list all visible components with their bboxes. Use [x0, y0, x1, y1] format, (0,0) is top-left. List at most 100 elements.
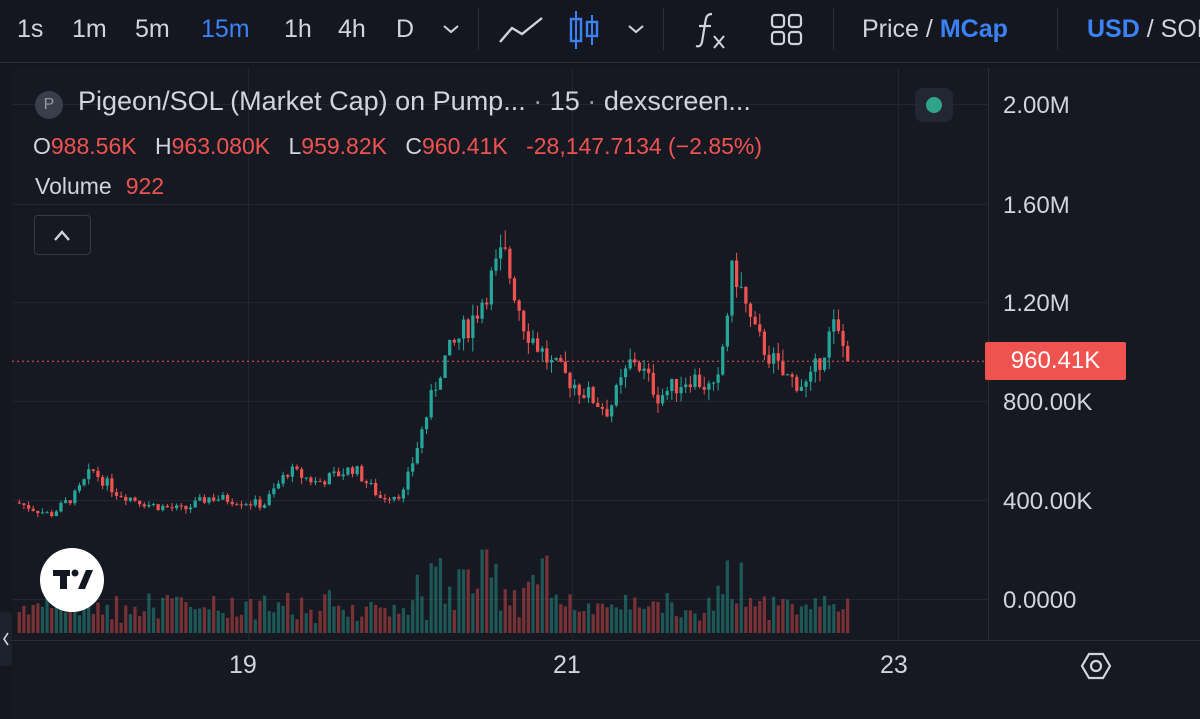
volume-bar [600, 603, 605, 633]
low-value: 959.82K [301, 133, 387, 159]
volume-bar [77, 615, 82, 633]
candle-body [656, 394, 660, 404]
price-mcap-toggle[interactable]: Price / MCap [862, 12, 1008, 46]
chevron-down-icon[interactable] [440, 20, 462, 38]
candle-body [494, 258, 498, 271]
legend-dot: · [587, 86, 597, 116]
candle-body [660, 395, 665, 404]
candle-body [772, 353, 776, 364]
candle-body [119, 495, 123, 497]
candles-icon[interactable] [566, 9, 602, 51]
grid-line [12, 599, 988, 600]
candle-body [734, 260, 739, 288]
candle-body [716, 374, 720, 383]
volume-bar [674, 616, 679, 633]
currency-toggle[interactable]: USD / SOL [1087, 12, 1200, 46]
candle-body [188, 507, 193, 510]
volume-bar [309, 609, 313, 633]
volume-bar [804, 604, 808, 633]
indicators-fx-icon[interactable] [692, 10, 728, 50]
volume-bar [586, 603, 591, 633]
volume-value: 922 [125, 173, 165, 199]
candle-body [272, 488, 276, 495]
chart-panel[interactable] [12, 68, 1200, 719]
volume-bar [832, 604, 836, 633]
candle-body [809, 371, 813, 382]
volume-bar [411, 600, 415, 633]
volume-bar [725, 560, 729, 633]
chevron-down-icon[interactable] [625, 20, 647, 38]
volume-bar [480, 549, 484, 633]
candle-body [573, 384, 577, 389]
candle-body [151, 504, 156, 506]
volume-bar [799, 606, 804, 633]
candle-body [443, 355, 447, 378]
volume-bar [188, 606, 193, 633]
candle-body [156, 504, 160, 510]
volume-bar [110, 619, 114, 633]
collapse-sidebar-button[interactable] [0, 612, 12, 666]
candle-body [813, 358, 817, 372]
timeframe-1m[interactable]: 1m [72, 15, 107, 43]
candle-body [841, 330, 845, 346]
candle-body [304, 477, 308, 479]
timeframe-d[interactable]: D [396, 15, 415, 43]
toolbar-separator [478, 8, 479, 50]
chevron-left-icon [3, 632, 9, 646]
data-source: dexscreen... [603, 86, 751, 116]
candle-body [448, 339, 452, 356]
candle-body [22, 503, 26, 505]
volume-bar [346, 616, 350, 633]
timeframe-5m[interactable]: 5m [135, 15, 170, 43]
candle-body [526, 331, 530, 343]
price-option[interactable]: Price [862, 15, 919, 43]
chart-settings-icon[interactable] [1080, 650, 1112, 682]
candle-body [549, 359, 554, 363]
candle-body [401, 489, 406, 499]
volume-bar [471, 593, 475, 633]
volume-bar [651, 601, 655, 633]
timeframe-1s[interactable]: 1s [17, 15, 44, 43]
currency-sol-option[interactable]: SOL [1160, 15, 1200, 43]
candle-body [378, 495, 382, 498]
candle-body [721, 346, 725, 375]
price-axis-label: 800.00K [1003, 389, 1093, 416]
volume-bar [494, 563, 498, 633]
line-chart-icon[interactable] [498, 14, 546, 46]
legend-title: Pigeon/SOL (Market Cap) on Pump... · 15 … [78, 86, 751, 117]
timeframe-1h[interactable]: 1h [284, 15, 312, 43]
volume-bar [299, 597, 304, 633]
layout-grid-icon[interactable] [770, 13, 804, 47]
volume-bar [54, 602, 58, 633]
volume-bar [642, 608, 646, 633]
candle-body [387, 499, 392, 501]
volume-bar [818, 606, 822, 633]
volume-bar [785, 599, 790, 633]
collapse-legend-button[interactable] [34, 215, 91, 255]
candle-body [485, 302, 489, 305]
currency-slash: / [1146, 15, 1154, 43]
currency-usd-option[interactable]: USD [1087, 15, 1140, 43]
timeframe-15m[interactable]: 15m [201, 15, 250, 43]
timeframe-4h[interactable]: 4h [338, 15, 366, 43]
volume-bar [809, 609, 813, 633]
volume-bar [841, 609, 845, 633]
volume-bar [290, 614, 294, 633]
mcap-option[interactable]: MCap [939, 15, 1008, 43]
volume-bar [466, 569, 470, 633]
volume-bar [63, 612, 68, 633]
tradingview-logo[interactable] [40, 548, 104, 612]
toolbar-separator [1057, 8, 1058, 50]
volume-bar [170, 598, 174, 633]
volume-bar [660, 612, 665, 633]
volume-bar [508, 605, 512, 633]
volume-bar [452, 609, 456, 633]
candle-body [26, 504, 31, 509]
ohlc-values: O988.56K H963.080K L959.82K C960.41K -28… [33, 133, 774, 160]
candle-body [225, 495, 230, 502]
volume-bar [31, 605, 35, 633]
volume-bar [730, 599, 734, 633]
candle-body [207, 497, 211, 503]
volume-bar [795, 614, 799, 633]
